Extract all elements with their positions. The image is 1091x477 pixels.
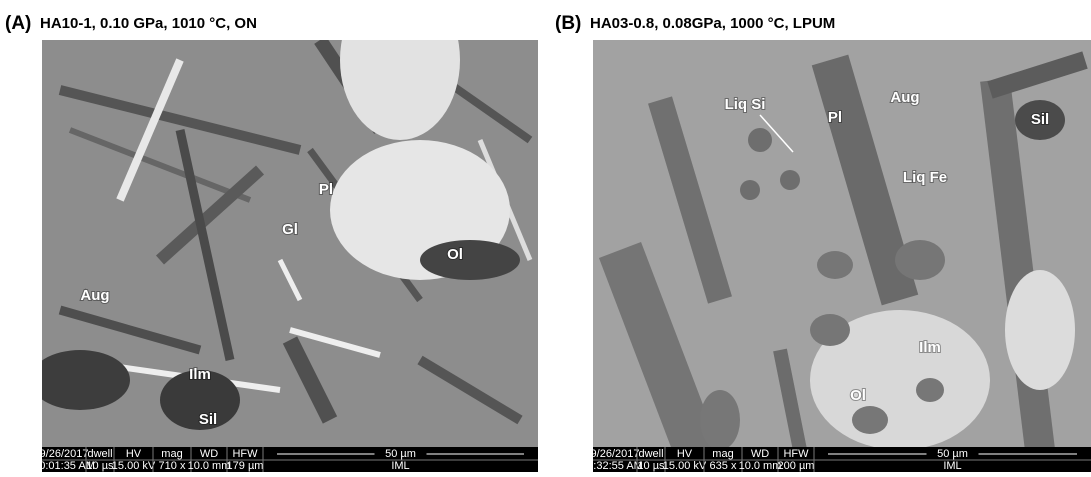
panel: (A) HA10-1, 0.10 GPa, 1010 °C, ON Pl Gl Ol Au… — [0, 0, 538, 472]
info-value: 179 µm — [227, 460, 264, 472]
grain — [748, 128, 772, 152]
info-value: 15.00 kV — [663, 460, 707, 472]
info-head: HV — [677, 448, 693, 460]
phase-label: Sil — [1031, 111, 1049, 128]
grain — [740, 180, 760, 200]
grain — [895, 240, 945, 280]
phase-label: Liq Fe — [903, 169, 947, 186]
panel: (B) HA03-0.8, 0.08GPa, 1000 °C, LPUM Liq S… — [513, 0, 1091, 472]
info-head: mag — [161, 448, 182, 460]
scale-footer: IML — [943, 460, 961, 472]
info-head: dwell — [638, 448, 663, 460]
info-value: 10 µs — [86, 460, 114, 472]
phase-label: Aug — [80, 287, 109, 304]
info-value: 710 x — [159, 460, 186, 472]
grain — [852, 406, 888, 434]
info-value: 10.0 mm — [188, 460, 231, 472]
grain — [810, 314, 850, 346]
phase-label: Gl — [282, 221, 298, 238]
phase-label: Aug — [890, 89, 919, 106]
info-head: HFW — [232, 448, 258, 460]
panel-tag: (B) — [555, 13, 581, 34]
phase-label: Sil — [199, 411, 217, 428]
phase-label: Ol — [447, 246, 463, 263]
info-head: WD — [200, 448, 218, 460]
panel-tag: (A) — [5, 13, 31, 34]
info-value: 10 µs — [637, 460, 665, 472]
info-value: 9:32:55 AM — [587, 460, 643, 472]
phase-label: Ol — [850, 387, 866, 404]
panel-title: HA10-1, 0.10 GPa, 1010 °C, ON — [40, 15, 257, 32]
info-value: 15.00 kV — [112, 460, 156, 472]
info-value: 10.0 mm — [739, 460, 782, 472]
page: (A) HA10-1, 0.10 GPa, 1010 °C, ON Pl Gl Ol Au… — [0, 0, 1091, 472]
info-head: dwell — [87, 448, 112, 460]
info-value: 635 x — [710, 460, 737, 472]
info-head: mag — [712, 448, 733, 460]
info-head: HFW — [783, 448, 809, 460]
panel-title: HA03-0.8, 0.08GPa, 1000 °C, LPUM — [590, 15, 835, 32]
grain — [916, 378, 944, 402]
phase-label: Ilm — [189, 366, 211, 383]
grain — [420, 240, 520, 280]
micrograph — [593, 40, 1091, 472]
phase-label: Pl — [828, 109, 842, 126]
info-head: 9/26/2017 — [591, 448, 640, 460]
grain — [780, 170, 800, 190]
grain — [700, 390, 740, 450]
info-value: 200 µm — [778, 460, 815, 472]
scale-footer: IML — [391, 460, 409, 472]
phase-label: Ilm — [919, 339, 941, 356]
info-head: HV — [126, 448, 142, 460]
grain — [30, 350, 130, 410]
grain — [1005, 270, 1075, 390]
info-head: WD — [751, 448, 769, 460]
phase-label: Liq Si — [725, 96, 766, 113]
scale-label: 50 µm — [385, 448, 416, 460]
figure: (A) HA10-1, 0.10 GPa, 1010 °C, ON Pl Gl Ol Au… — [0, 0, 1091, 472]
phase-label: Pl — [319, 181, 333, 198]
grain — [817, 251, 853, 279]
info-head: 9/26/2017 — [40, 448, 89, 460]
scale-label: 50 µm — [937, 448, 968, 460]
